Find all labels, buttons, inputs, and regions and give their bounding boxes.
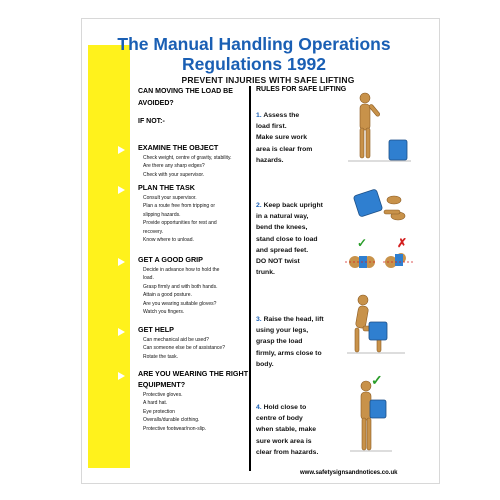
list-item: A hard hat. [143,400,168,407]
rule-line: bend the knees, [256,224,308,232]
rule-number: 4. [256,404,262,411]
section-heading-line-2: EQUIPMENT? [138,380,186,389]
rule-line: Keep back upright [263,202,323,209]
list-item: recovery. [143,228,164,235]
list-item: load. [143,275,154,282]
list-item: Eye protection [143,408,175,415]
list-item: Provide opportunities for rest and [143,220,217,227]
list-item: Overalls/durable clothing. [143,417,200,424]
title-line-1: The Manual Handling Operations [117,34,391,54]
left-intro: CAN MOVING THE LOAD BE AVOIDED? IF NOT:- [138,86,250,125]
check-mark-icon: ✓ [371,372,383,388]
rule-line: load first. [256,123,287,131]
list-item: Consult your supervisor. [143,195,197,201]
cross-mark-icon: ✗ [397,236,408,250]
rules-heading: RULES FOR SAFE LIFTING [256,86,347,93]
figure-lift-with-legs-icon [347,294,405,354]
list-item: slipping hazards. [143,211,181,218]
arrow-icon [118,372,125,380]
rule-line: DO NOT twist [256,258,300,266]
rule-number: 2. [256,202,262,209]
section-get-help: GET HELP Can mechanical aid be used? Can… [138,324,250,361]
list-item: Grasp firmly and with both hands. [143,283,218,290]
rule-line: Raise the head, lift [263,316,324,323]
title-line-2: Regulations 1992 [182,54,326,74]
section-heading: EXAMINE THE OBJECT [138,143,219,152]
rule-line: in a natural way, [256,213,309,221]
arrow-icon [118,328,125,336]
section-good-grip: GET A GOOD GRIP Decide in advance how to… [138,254,250,316]
list-item: Can someone else be of assistance? [143,345,225,352]
rule-line: and spread feet. [256,246,309,254]
rule-line: Make sure work [256,134,307,142]
list-item: Are you wearing suitable gloves? [143,300,217,307]
foot-position-icon [345,253,413,268]
question-line-2: AVOIDED? [138,100,174,107]
arrow-icon [118,146,125,154]
figure-assess-load-icon [348,92,411,162]
list-item: Watch you fingers. [143,309,185,316]
rule-line: sure work area is [256,437,312,445]
arrow-icon [118,186,125,194]
rule-line: Hold close to [263,404,307,411]
section-plan-task: PLAN THE TASK Consult your supervisor. P… [138,182,250,244]
list-item: Plan a route free from tripping or [143,203,215,210]
check-mark-icon: ✓ [357,236,368,250]
figure-bend-knees-icon [353,189,406,221]
list-item: Decide in advance how to hold the [143,267,220,273]
rule-line: trunk. [256,269,275,277]
section-heading-line-1: ARE YOU WEARING THE RIGHT [138,369,249,378]
rule-line: grasp the load [256,338,303,346]
section-examine-object: EXAMINE THE OBJECT Check weight, centre … [138,142,250,179]
rule-line: hazards. [256,156,284,164]
rule-line: Assess the [263,112,300,119]
website-url: www.safetysignsandnotices.co.uk [300,470,398,476]
list-item: Can mechanical aid be used? [143,337,209,343]
if-not-label: IF NOT:- [138,118,165,125]
rule-line: body. [256,360,274,368]
figure-hold-close-icon [350,380,392,452]
rule-line: stand close to load [256,235,318,243]
sign-subtitle: PREVENT INJURIES WITH SAFE LIFTING [181,75,355,85]
list-item: Check with your supervisor. [143,171,205,178]
rule-4: 4. Hold close to centre of body when sta… [256,402,342,458]
section-heading: PLAN THE TASK [138,183,195,192]
sign-title: The Manual Handling Operations Regulatio… [94,34,414,74]
rule-2: 2. Keep back upright in a natural way, b… [256,200,342,278]
list-item: Check weight, centre of gravity, stabili… [143,155,232,161]
rule-line: centre of body [256,415,303,423]
list-item: Are there any sharp edges? [143,163,205,170]
list-item: Rotate the task. [143,353,179,360]
rule-line: area is clear from [256,145,313,153]
rule-1: 1. Assess the load first. Make sure work… [256,110,342,166]
rule-line: using your legs, [256,327,309,335]
list-item: Know where to unload. [143,237,194,244]
section-heading: GET HELP [138,325,174,334]
list-item: Attain a good posture. [143,292,192,299]
rule-number: 3. [256,316,262,323]
rule-line: when stable, make [256,426,317,434]
yellow-side-bar [88,45,130,468]
rule-line: firmly, arms close to [256,349,322,357]
rule-3: 3. Raise the head, lift using your legs,… [256,314,342,370]
question-line-1: CAN MOVING THE LOAD BE [138,88,233,95]
section-heading: GET A GOOD GRIP [138,255,203,264]
rule-number: 1. [256,112,262,119]
list-item: Protective gloves. [143,392,183,398]
column-divider [249,86,251,471]
list-item: Protective footwear/non-slip. [143,425,207,432]
arrow-icon [118,258,125,266]
rule-line: clear from hazards. [256,448,319,456]
section-right-equipment: ARE YOU WEARING THE RIGHT EQUIPMENT? Pro… [138,368,250,433]
